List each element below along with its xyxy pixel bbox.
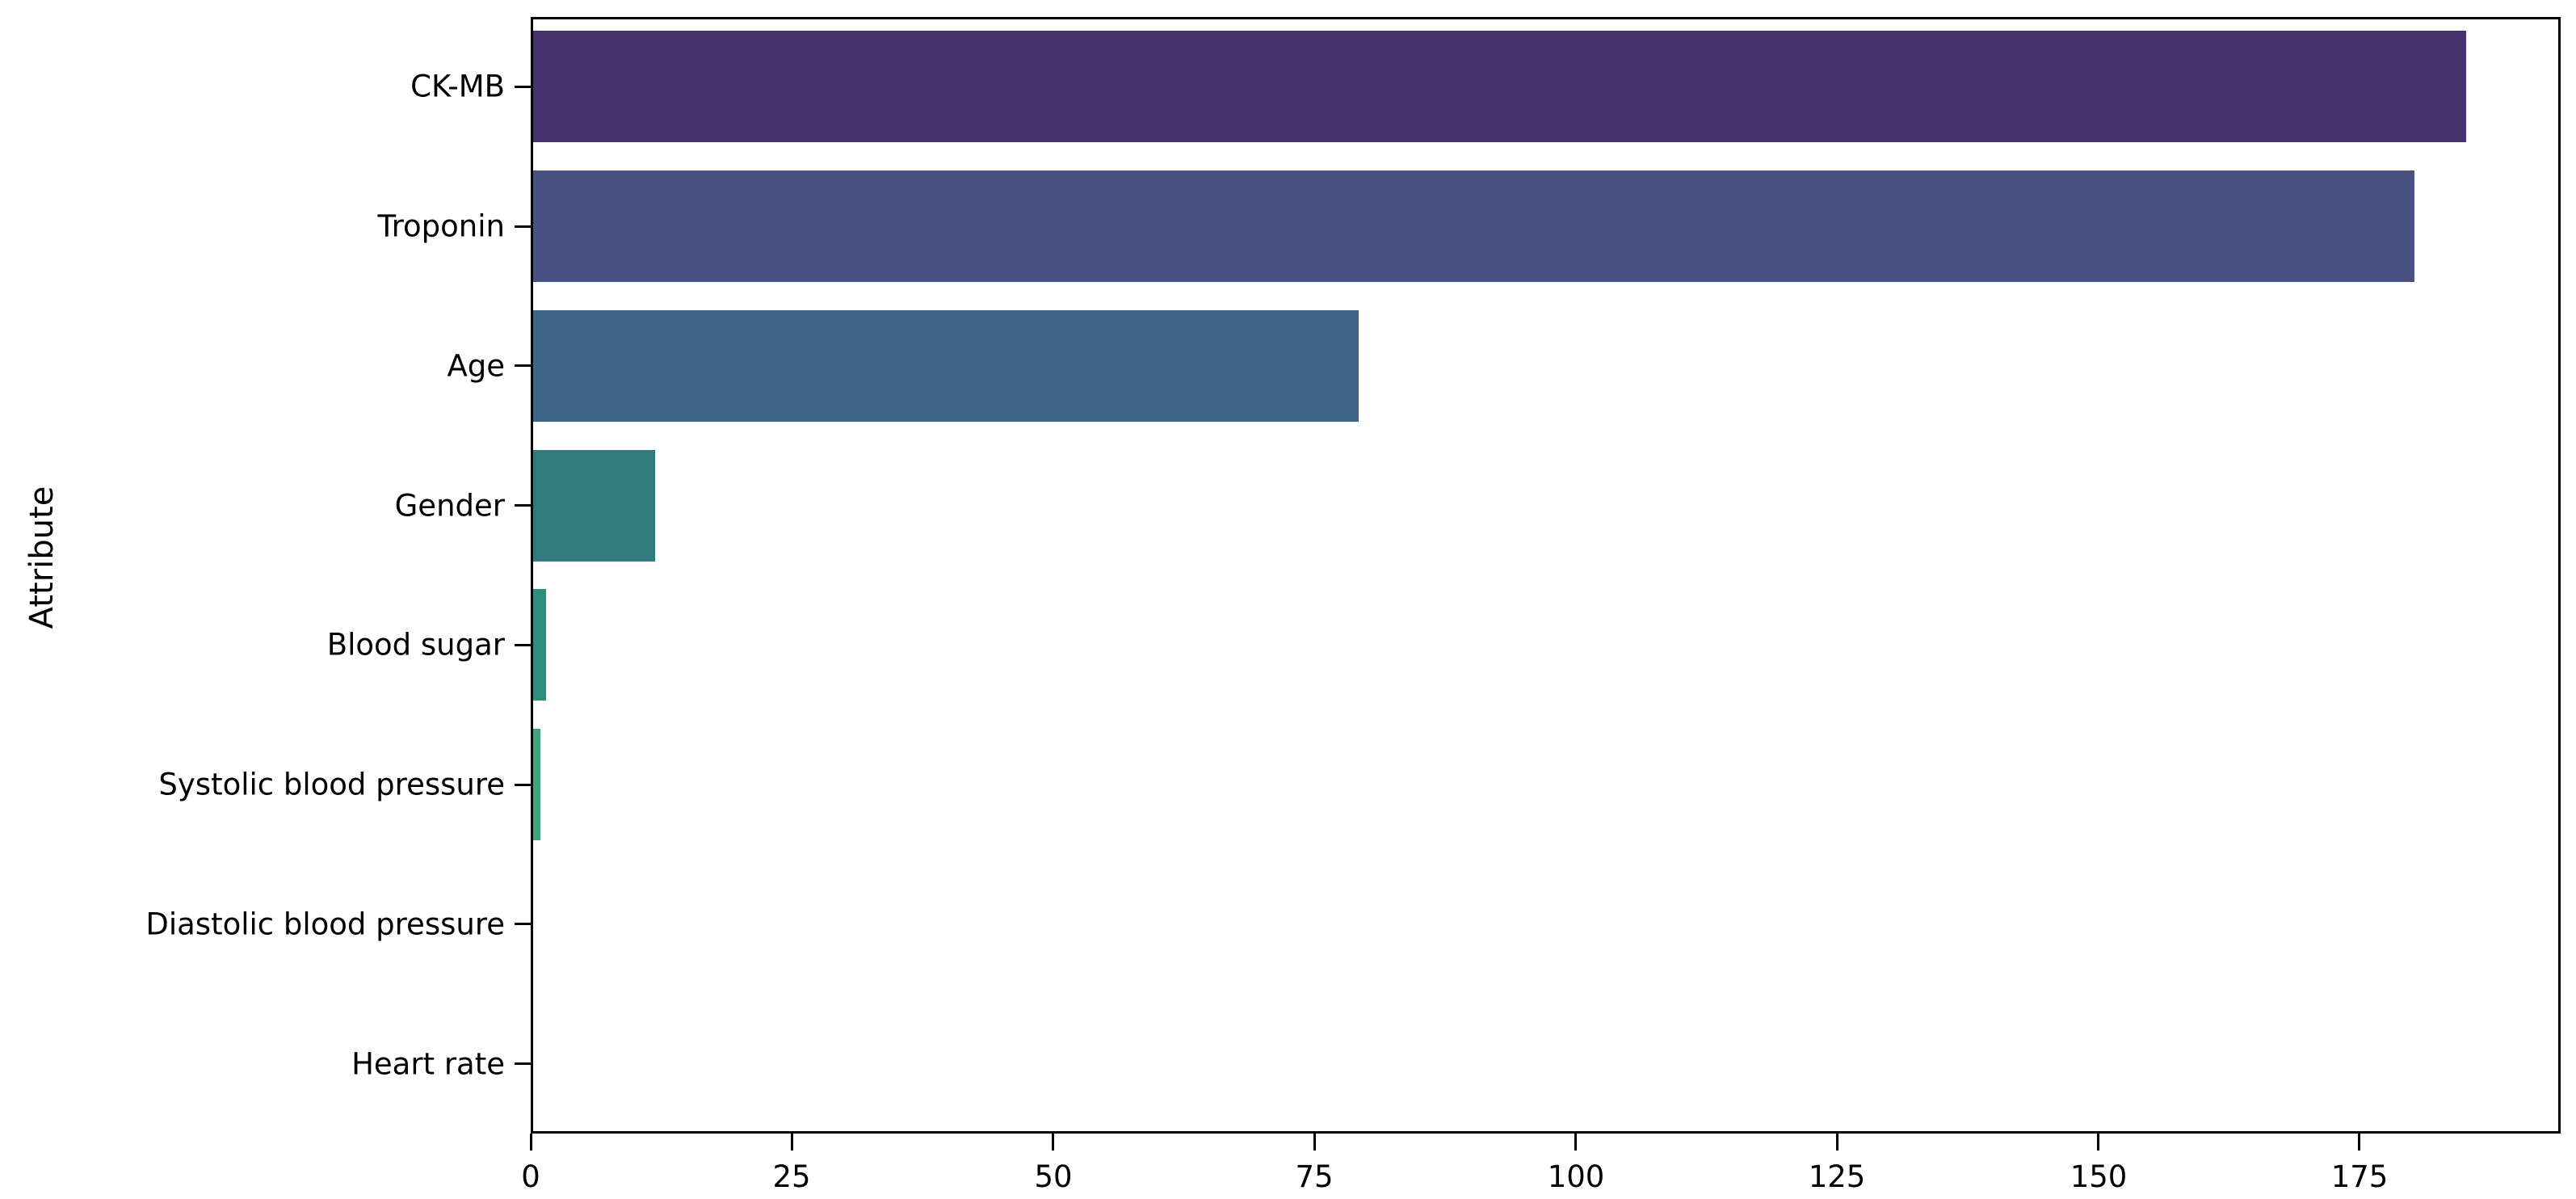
x-tick-mark bbox=[1836, 1134, 1838, 1151]
bar-gender bbox=[533, 450, 655, 562]
x-tick-label: 125 bbox=[1808, 1159, 1866, 1194]
y-tick-label: Age bbox=[447, 348, 505, 384]
x-tick-label: 50 bbox=[1034, 1159, 1073, 1194]
bar-troponin bbox=[533, 170, 2414, 282]
x-tick-label: 150 bbox=[2070, 1159, 2128, 1194]
x-tick-mark bbox=[1574, 1134, 1577, 1151]
y-tick-label: Gender bbox=[394, 488, 505, 524]
bar-systolic-blood-pressure bbox=[533, 729, 540, 840]
y-tick-mark bbox=[515, 923, 531, 925]
x-tick-mark bbox=[791, 1134, 793, 1151]
y-tick-mark bbox=[515, 1062, 531, 1065]
x-tick-label: 100 bbox=[1547, 1159, 1605, 1194]
y-tick-mark bbox=[515, 644, 531, 646]
y-axis-title: Attribute bbox=[23, 486, 61, 629]
y-tick-label: Troponin bbox=[377, 208, 505, 244]
y-tick-mark bbox=[515, 504, 531, 507]
y-tick-label: Heart rate bbox=[351, 1046, 505, 1082]
x-tick-mark bbox=[2097, 1134, 2099, 1151]
x-tick-mark bbox=[1052, 1134, 1054, 1151]
x-tick-label: 25 bbox=[772, 1159, 811, 1194]
x-tick-label: 0 bbox=[521, 1159, 540, 1194]
y-tick-label: CK-MB bbox=[410, 69, 505, 104]
plot-area bbox=[531, 17, 2561, 1134]
y-tick-label: Blood sugar bbox=[326, 627, 505, 663]
y-tick-mark bbox=[515, 225, 531, 228]
bar-blood-sugar bbox=[533, 589, 546, 700]
y-tick-mark bbox=[515, 86, 531, 88]
bar-ck-mb bbox=[533, 31, 2466, 142]
y-tick-mark bbox=[515, 364, 531, 367]
x-tick-label: 175 bbox=[2330, 1159, 2389, 1194]
x-tick-mark bbox=[530, 1134, 532, 1151]
bar-age bbox=[533, 310, 1359, 422]
y-tick-label: Diastolic blood pressure bbox=[145, 907, 505, 942]
x-tick-label: 75 bbox=[1295, 1159, 1334, 1194]
y-tick-label: Systolic blood pressure bbox=[158, 767, 505, 802]
y-tick-mark bbox=[515, 784, 531, 786]
x-tick-mark bbox=[1313, 1134, 1316, 1151]
x-tick-mark bbox=[2358, 1134, 2360, 1151]
